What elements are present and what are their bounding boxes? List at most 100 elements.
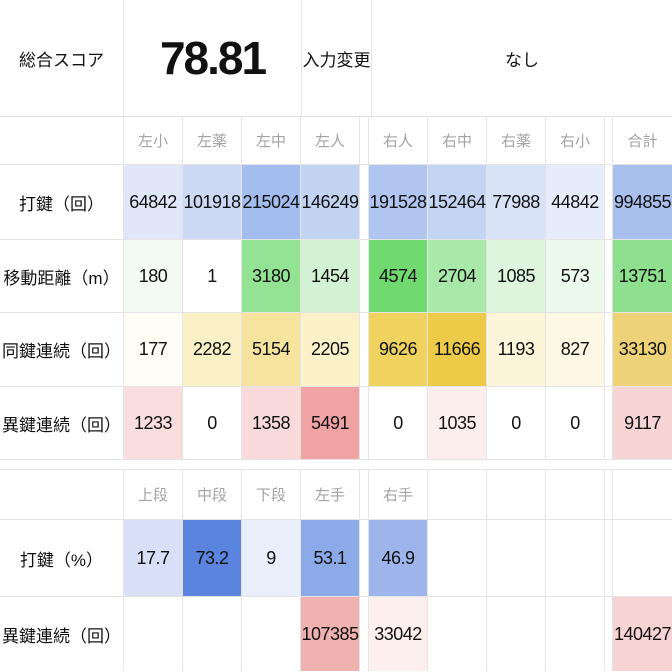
total-score-value: 78.81 <box>124 0 302 116</box>
col-header-total: 合計 <box>613 117 672 165</box>
data-cell: 191528 <box>369 165 428 240</box>
summary-bar: 総合スコア 78.81 入力変更 なし <box>0 0 672 117</box>
data-cell: 1454 <box>301 240 360 313</box>
data-cell: 9 <box>242 520 301 597</box>
row-label: 打鍵（%） <box>0 520 124 597</box>
data-cell: 1358 <box>242 387 301 460</box>
input-change-label: 入力変更 <box>302 0 372 116</box>
col-header <box>428 470 487 520</box>
data-cell: 5491 <box>301 387 360 460</box>
total-score-label: 総合スコア <box>0 0 124 116</box>
data-cell-total <box>613 520 672 597</box>
data-cell: 107385 <box>301 597 360 671</box>
data-cell: 11666 <box>428 313 487 387</box>
column-gap <box>605 470 613 520</box>
data-cell: 73.2 <box>183 520 242 597</box>
col-header-total <box>613 470 672 520</box>
data-cell: 0 <box>369 387 428 460</box>
col-header: 上段 <box>124 470 183 520</box>
col-header: 左中 <box>242 117 301 165</box>
data-cell: 17.7 <box>124 520 183 597</box>
col-header: 左薬 <box>183 117 242 165</box>
stats-table: 左小 左薬 左中 左人 右人 右中 右薬 右小 合計 打鍵（回） 64842 101918 215024… <box>0 117 672 671</box>
data-cell: 0 <box>487 387 546 460</box>
row-label: 移動距離（m） <box>0 240 124 313</box>
col-header <box>487 470 546 520</box>
data-cell: 44842 <box>546 165 605 240</box>
data-cell: 180 <box>124 240 183 313</box>
col-header: 下段 <box>242 470 301 520</box>
column-gap <box>605 240 613 313</box>
column-gap <box>360 313 369 387</box>
data-cell: 1233 <box>124 387 183 460</box>
data-cell: 3180 <box>242 240 301 313</box>
column-gap <box>360 117 369 165</box>
data-cell <box>546 597 605 671</box>
data-cell: 9626 <box>369 313 428 387</box>
data-cell: 5154 <box>242 313 301 387</box>
data-cell: 1035 <box>428 387 487 460</box>
data-cell: 53.1 <box>301 520 360 597</box>
data-cell-total: 994855 <box>613 165 672 240</box>
col-header: 左人 <box>301 117 360 165</box>
data-cell <box>183 597 242 671</box>
col-header <box>546 470 605 520</box>
column-gap <box>605 165 613 240</box>
column-gap <box>360 597 369 671</box>
data-cell: 215024 <box>242 165 301 240</box>
row-label: 異鍵連続（回） <box>0 597 124 671</box>
data-cell <box>487 520 546 597</box>
row-label-empty <box>0 470 124 520</box>
row-label: 異鍵連続（回） <box>0 387 124 460</box>
column-gap <box>360 470 369 520</box>
row-label-empty <box>0 117 124 165</box>
data-cell: 827 <box>546 313 605 387</box>
data-cell <box>428 597 487 671</box>
col-header: 中段 <box>183 470 242 520</box>
data-cell <box>428 520 487 597</box>
data-cell: 0 <box>183 387 242 460</box>
data-cell: 101918 <box>183 165 242 240</box>
data-cell: 4574 <box>369 240 428 313</box>
row-label: 同鍵連続（回） <box>0 313 124 387</box>
data-cell: 1193 <box>487 313 546 387</box>
data-cell: 46.9 <box>369 520 428 597</box>
data-cell <box>242 597 301 671</box>
data-cell: 152464 <box>428 165 487 240</box>
data-cell-total: 33130 <box>613 313 672 387</box>
col-header: 左小 <box>124 117 183 165</box>
data-cell-total: 13751 <box>613 240 672 313</box>
data-cell: 177 <box>124 313 183 387</box>
data-cell: 0 <box>546 387 605 460</box>
column-gap <box>605 597 613 671</box>
row-label: 打鍵（回） <box>0 165 124 240</box>
data-cell: 1085 <box>487 240 546 313</box>
col-header: 右人 <box>369 117 428 165</box>
data-cell: 33042 <box>369 597 428 671</box>
data-cell-total: 140427 <box>613 597 672 671</box>
column-gap <box>360 387 369 460</box>
input-change-value: なし <box>505 50 539 70</box>
column-gap <box>360 240 369 313</box>
col-header: 右小 <box>546 117 605 165</box>
data-cell-total: 9117 <box>613 387 672 460</box>
data-cell: 2205 <box>301 313 360 387</box>
data-cell: 2282 <box>183 313 242 387</box>
column-gap <box>605 313 613 387</box>
data-cell: 573 <box>546 240 605 313</box>
data-cell <box>487 597 546 671</box>
data-cell: 146249 <box>301 165 360 240</box>
data-cell <box>546 520 605 597</box>
column-gap <box>605 520 613 597</box>
col-header: 右中 <box>428 117 487 165</box>
data-cell: 64842 <box>124 165 183 240</box>
column-gap <box>605 387 613 460</box>
col-header: 右手 <box>369 470 428 520</box>
data-cell: 1 <box>183 240 242 313</box>
section-divider <box>0 460 672 470</box>
column-gap <box>360 165 369 240</box>
data-cell: 77988 <box>487 165 546 240</box>
column-gap <box>605 117 613 165</box>
data-cell <box>124 597 183 671</box>
